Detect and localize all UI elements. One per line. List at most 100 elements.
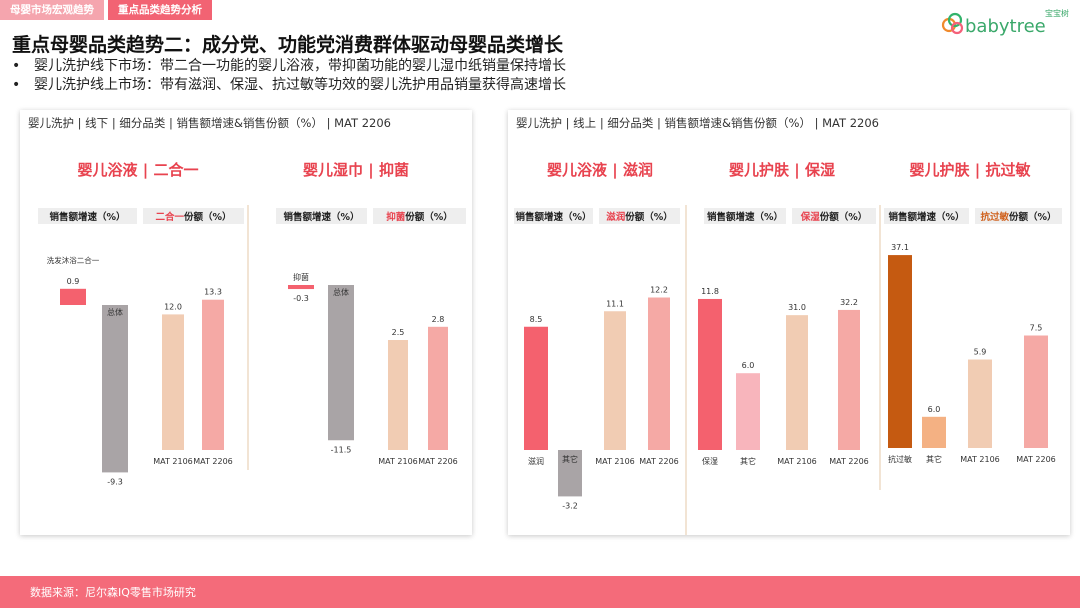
growth-value-label: 6.0 — [928, 405, 941, 414]
bullet-text: 婴儿洗护线下市场：带二合一功能的婴儿浴液，带抑菌功能的婴儿湿巾纸销量保持增长 — [34, 58, 566, 74]
growth-category-label: 洗发沐浴二合一 — [47, 255, 100, 265]
share-label-highlight: 抗过敏 — [980, 211, 1009, 223]
share-value-label: 12.0 — [164, 302, 182, 311]
growth-bar — [922, 416, 946, 448]
share-label: 抗过敏份额（%） — [980, 211, 1056, 223]
share-value-label: 5.9 — [974, 348, 987, 357]
share-label-suffix: 份额（%） — [625, 211, 673, 223]
share-bar — [648, 297, 670, 450]
share-value-label: 11.1 — [606, 299, 624, 308]
share-value-label: 7.5 — [1030, 324, 1043, 333]
logo-wordmark: babytree — [965, 16, 1046, 37]
growth-label-box — [704, 208, 786, 224]
tab-category-analysis[interactable]: 重点品类趋势分析 — [108, 0, 212, 20]
share-category-label: MAT 2206 — [418, 457, 458, 466]
page-title: 重点母婴品类趋势二：成分党、功能党消费群体驱动母婴品类增长 — [12, 34, 564, 56]
share-bar — [162, 314, 184, 450]
share-category-label: MAT 2106 — [777, 457, 817, 466]
footer-bar: 数据来源：尼尔森IQ零售市场研究 — [0, 576, 1080, 608]
growth-category-label: 抗过敏 — [888, 454, 912, 464]
share-bar — [968, 359, 992, 448]
growth-label-box — [276, 208, 367, 224]
share-category-label: MAT 2206 — [1016, 455, 1056, 464]
growth-category-label: 其它 — [562, 454, 578, 464]
logo-cn: 宝宝树 — [1045, 8, 1069, 18]
growth-bar — [102, 305, 128, 473]
growth-value-label: 6.0 — [742, 361, 755, 370]
share-category-label: MAT 2106 — [960, 455, 1000, 464]
share-value-label: 2.5 — [392, 328, 405, 337]
growth-label-box — [514, 208, 593, 224]
growth-category-label: 其它 — [926, 454, 942, 464]
bullet-online: • 婴儿洗护线上市场：带有滋润、保湿、抗过敏等功效的婴儿洗护用品销量获得高速增长 — [12, 74, 566, 94]
group-title: 婴儿护肤 | 保湿 — [729, 161, 835, 180]
logo-mark-icon — [941, 12, 964, 35]
growth-category-label: 其它 — [740, 456, 756, 466]
growth-value-label: -11.5 — [331, 445, 352, 454]
share-value-label: 13.3 — [204, 288, 222, 297]
share-category-label: MAT 2206 — [193, 457, 233, 466]
share-label-suffix: 份额（%） — [184, 211, 232, 223]
growth-category-label: 总体 — [333, 287, 349, 297]
panel-header: 婴儿洗护 | 线下 | 细分品类 | 销售额增速&销售份额（%） | MAT 2… — [28, 116, 391, 130]
share-label-box — [143, 208, 244, 224]
share-label-suffix: 份额（%） — [1009, 211, 1057, 223]
growth-category-label: 滋润 — [528, 456, 544, 466]
share-category-label: MAT 2106 — [153, 457, 193, 466]
share-label-highlight: 抑菌 — [386, 211, 406, 223]
growth-label: 销售额增速（%） — [49, 211, 125, 223]
growth-value-label: -0.3 — [293, 294, 309, 303]
growth-bar — [736, 373, 760, 450]
share-value-label: 12.2 — [650, 286, 668, 295]
tab-bar: 母婴市场宏观趋势 重点品类趋势分析 — [0, 0, 216, 20]
share-label-suffix: 份额（%） — [820, 211, 868, 223]
share-value-label: 2.8 — [432, 315, 445, 324]
growth-label: 销售额增速（%） — [515, 211, 591, 223]
growth-value-label: 11.8 — [701, 287, 719, 296]
bullet-mark: • — [12, 77, 21, 93]
data-source: 数据来源：尼尔森IQ零售市场研究 — [30, 586, 196, 599]
growth-bar — [558, 450, 582, 497]
growth-bar — [888, 255, 912, 448]
bullet-text: 婴儿洗护线上市场：带有滋润、保湿、抗过敏等功效的婴儿洗护用品销量获得高速增长 — [34, 77, 566, 93]
growth-value-label: 0.9 — [67, 277, 80, 286]
growth-value-label: 37.1 — [891, 243, 909, 252]
group-title: 婴儿浴液 | 滋润 — [547, 161, 653, 180]
growth-bar — [524, 326, 548, 450]
share-category-label: MAT 2206 — [829, 457, 869, 466]
growth-value-label: -9.3 — [107, 477, 123, 486]
share-label: 抑菌份额（%） — [386, 211, 453, 223]
growth-category-label: 抑菌 — [293, 272, 309, 282]
share-label-highlight: 滋润 — [606, 211, 625, 223]
share-label: 二合一份额（%） — [155, 211, 231, 223]
share-bar — [428, 326, 448, 450]
growth-bar — [698, 298, 722, 450]
share-label-highlight: 保湿 — [800, 211, 821, 223]
group-title: 婴儿护肤 | 抗过敏 — [910, 161, 1032, 180]
share-bar — [1024, 335, 1048, 448]
share-bar — [388, 340, 408, 450]
share-bar — [202, 299, 224, 450]
group-title: 婴儿浴液 | 二合一 — [78, 161, 199, 180]
growth-bar — [60, 288, 86, 305]
growth-bar — [328, 285, 354, 441]
share-value-label: 31.0 — [788, 303, 806, 312]
share-label: 滋润份额（%） — [606, 211, 673, 223]
growth-value-label: 8.5 — [530, 315, 543, 324]
group-title: 婴儿湿巾 | 抑菌 — [303, 161, 409, 180]
growth-label: 销售额增速（%） — [707, 211, 783, 223]
growth-bar — [288, 285, 314, 290]
share-label: 保湿份额（%） — [800, 211, 868, 223]
offline-chart-panel: 婴儿洗护 | 线下 | 细分品类 | 销售额增速&销售份额（%） | MAT 2… — [20, 110, 472, 535]
share-label-suffix: 份额（%） — [405, 211, 453, 223]
growth-label: 销售额增速（%） — [283, 211, 359, 223]
share-bar — [786, 315, 808, 450]
share-category-label: MAT 2106 — [595, 457, 635, 466]
growth-category-label: 总体 — [107, 307, 123, 317]
bullet-mark: • — [12, 58, 21, 74]
tab-market-trend[interactable]: 母婴市场宏观趋势 — [0, 0, 104, 20]
growth-value-label: -3.2 — [562, 501, 578, 510]
growth-label-box — [38, 208, 137, 224]
